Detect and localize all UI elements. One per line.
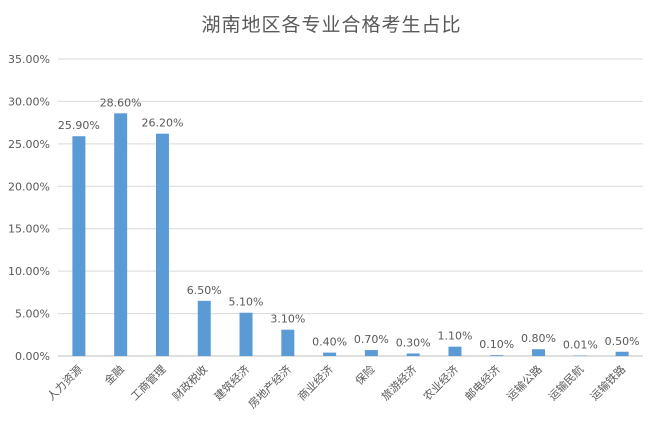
data-label: 0.70% xyxy=(354,333,389,346)
bar xyxy=(573,355,587,356)
bar xyxy=(490,355,504,356)
bar xyxy=(239,312,253,356)
x-tick-label: 金融 xyxy=(101,362,126,387)
bar xyxy=(532,349,546,356)
y-tick-label: 30.00% xyxy=(8,95,50,108)
bar xyxy=(281,329,295,356)
data-label: 3.10% xyxy=(270,313,305,326)
bar xyxy=(155,133,169,356)
x-tick-label: 财政税收 xyxy=(169,362,210,403)
data-label: 26.20% xyxy=(141,117,183,130)
data-label: 0.01% xyxy=(563,339,598,352)
bar xyxy=(197,300,211,356)
data-label: 25.90% xyxy=(58,119,100,132)
y-tick-label: 35.00% xyxy=(8,53,50,66)
data-label: 6.50% xyxy=(187,284,222,297)
x-tick-label: 保险 xyxy=(352,362,377,387)
x-tick-label: 人力资源 xyxy=(44,362,85,403)
data-label: 0.40% xyxy=(312,336,347,349)
x-tick-label: 商业经济 xyxy=(295,362,336,403)
y-tick-label: 15.00% xyxy=(8,223,50,236)
data-label: 1.10% xyxy=(437,330,472,343)
data-label: 0.30% xyxy=(396,336,431,349)
bar xyxy=(323,352,337,356)
x-tick-label: 农业经济 xyxy=(420,362,461,403)
bar xyxy=(406,353,420,356)
x-tick-label: 工商管理 xyxy=(128,362,169,403)
data-label: 0.80% xyxy=(521,332,556,345)
x-tick-label: 旅游经济 xyxy=(378,362,419,403)
x-tick-label: 建筑经济 xyxy=(211,362,252,403)
y-tick-label: 5.00% xyxy=(15,308,50,321)
bar xyxy=(72,136,86,356)
bar xyxy=(615,351,629,356)
x-tick-label: 房地产经济 xyxy=(245,362,294,411)
y-tick-label: 25.00% xyxy=(8,138,50,151)
chart-title: 湖南地区各专业合格考生占比 xyxy=(201,14,462,36)
x-tick-label: 运输民航 xyxy=(545,362,586,403)
bar xyxy=(364,350,378,356)
x-tick-label: 运输铁路 xyxy=(587,362,628,403)
x-tick-label: 邮电经济 xyxy=(462,362,503,403)
bar xyxy=(114,113,128,357)
y-tick-label: 20.00% xyxy=(8,180,50,193)
y-tick-label: 0.00% xyxy=(15,350,50,363)
data-label: 28.60% xyxy=(100,96,142,109)
data-label: 5.10% xyxy=(229,296,264,309)
x-tick-label: 运输公路 xyxy=(504,362,545,403)
y-tick-label: 10.00% xyxy=(8,265,50,278)
data-label: 0.50% xyxy=(605,335,640,348)
data-label: 0.10% xyxy=(479,338,514,351)
bar xyxy=(448,346,462,356)
